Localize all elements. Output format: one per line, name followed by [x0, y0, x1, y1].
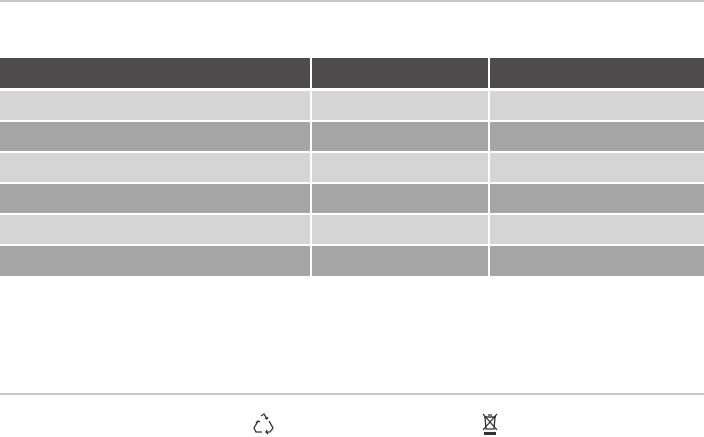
- header-cell: [490, 58, 704, 88]
- table-cell: [0, 246, 310, 276]
- table-cell: [0, 184, 310, 213]
- table-cell: [312, 215, 488, 244]
- table-cell: [490, 153, 704, 182]
- table-cell: [312, 91, 488, 120]
- table-cell: [490, 91, 704, 120]
- table-cell: [312, 122, 488, 151]
- table-cell: [490, 215, 704, 244]
- table-cell: [0, 122, 310, 151]
- header-cell: [0, 58, 310, 88]
- table-cell: [312, 153, 488, 182]
- header-cell: [312, 58, 488, 88]
- top-rule: [0, 0, 704, 2]
- recycle-icon: [253, 413, 274, 435]
- table-cell: [312, 184, 488, 213]
- bottom-rule: [0, 393, 704, 395]
- table-cell: [0, 91, 310, 120]
- table-cell: [0, 153, 310, 182]
- table-cell: [490, 122, 704, 151]
- table-cell: [490, 184, 704, 213]
- weee-bin-icon: [482, 413, 498, 435]
- table-cell: [0, 215, 310, 244]
- table-cell: [490, 246, 704, 276]
- table-cell: [312, 246, 488, 276]
